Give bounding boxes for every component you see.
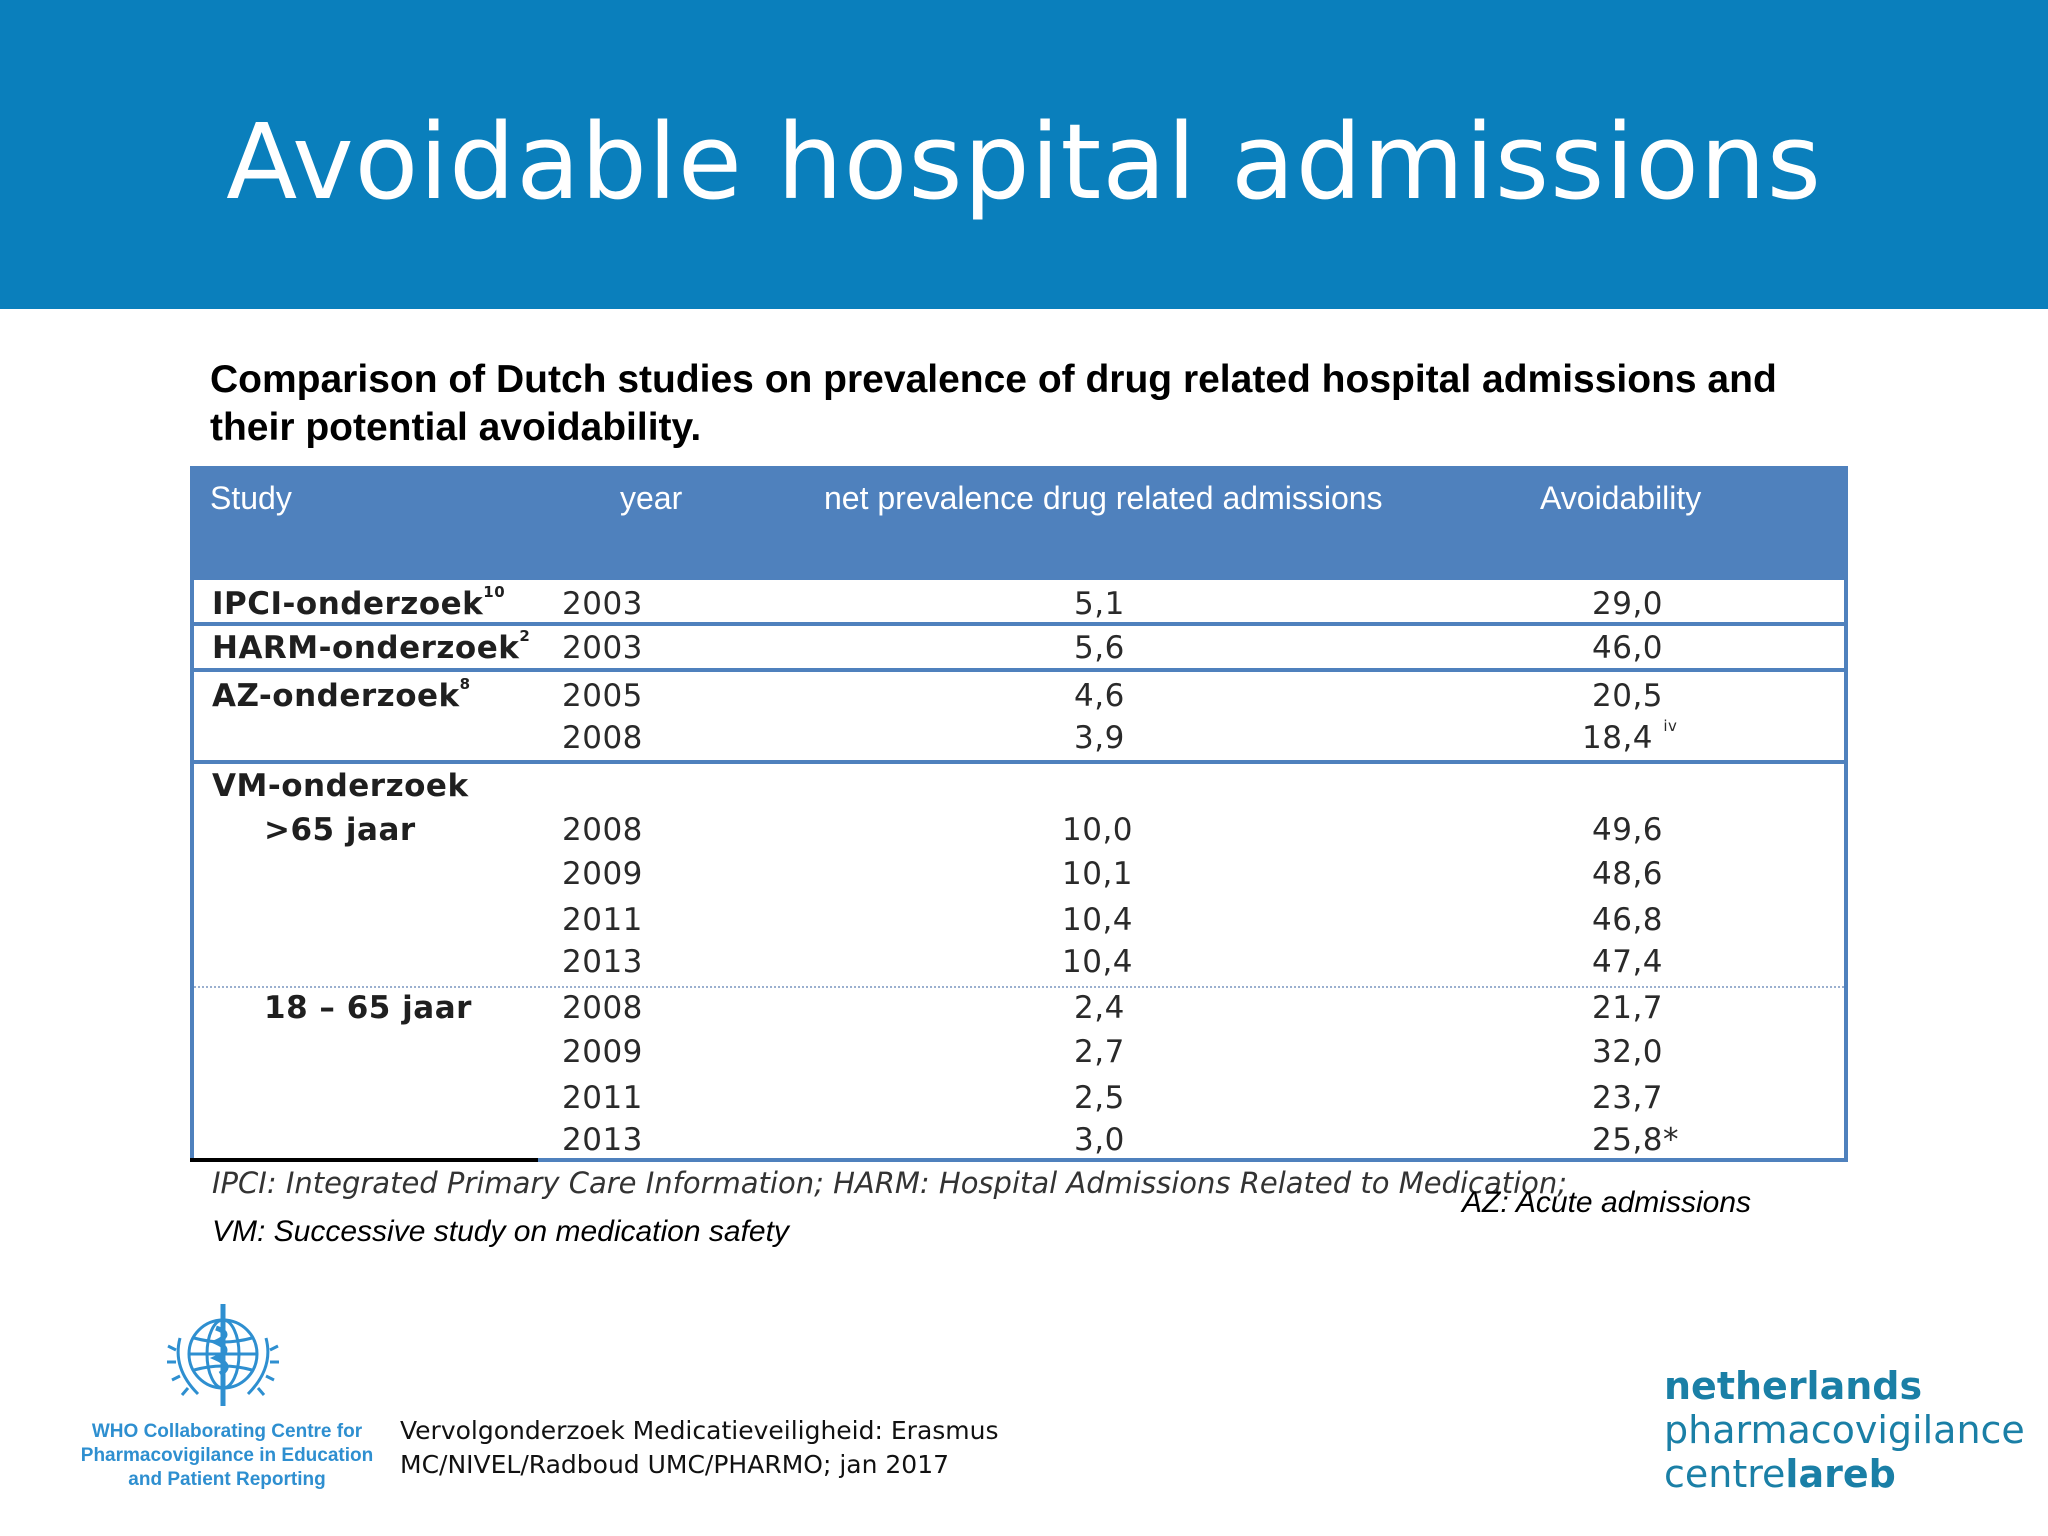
table-row-prevalence: 10,1 bbox=[1062, 856, 1134, 892]
who-centre-label: WHO Collaborating Centre for Pharmacovig… bbox=[80, 1421, 374, 1490]
table-row-year: 2008 bbox=[562, 812, 643, 848]
table-row-avoidability: 48,6 bbox=[1592, 856, 1664, 892]
table-row-year: 2011 bbox=[562, 1080, 643, 1116]
table-row-prevalence: 2,5 bbox=[1074, 1080, 1125, 1116]
table-row-prevalence: 4,6 bbox=[1074, 678, 1125, 714]
source-citation: Vervolgonderzoek Medicatieveiligheid: Er… bbox=[400, 1416, 999, 1479]
header-study: Study bbox=[210, 480, 292, 516]
table-row-year: 2009 bbox=[562, 1034, 643, 1070]
table-row-year: 2003 bbox=[562, 630, 643, 666]
table-row-year: 2013 bbox=[562, 944, 643, 980]
subgroup-divider bbox=[194, 986, 1844, 988]
table-row-year: 2005 bbox=[562, 678, 643, 714]
header-year: year bbox=[620, 480, 683, 516]
group-ipci: IPCI-onderzoek10 2003 5,1 29,0 bbox=[194, 576, 1844, 622]
table-caption: Comparison of Dutch studies on prevalenc… bbox=[210, 358, 1777, 449]
table-row-subgroup: >65 jaar bbox=[264, 812, 416, 848]
table-row-avoidability: 49,6 bbox=[1592, 812, 1664, 848]
table-row-avoidability: 29,0 bbox=[1592, 586, 1664, 622]
table-row-study: VM-onderzoek bbox=[212, 768, 469, 804]
table-row-avoidability: 46,0 bbox=[1592, 630, 1664, 666]
table-row-avoidability: 18,4 iv bbox=[1582, 716, 1678, 756]
table-row-prevalence: 3,9 bbox=[1074, 720, 1125, 756]
table-row-avoidability: 23,7 bbox=[1592, 1080, 1664, 1116]
title-band bbox=[0, 0, 2048, 309]
footnote-ipci-harm: IPCI: Integrated Primary Care Informatio… bbox=[212, 1166, 1568, 1200]
table-bottom-border bbox=[190, 1158, 1848, 1162]
header-prevalence: net prevalence drug related admissions bbox=[824, 480, 1383, 516]
table-row-avoidability: 47,4 bbox=[1592, 944, 1664, 980]
table-row-year: 2003 bbox=[562, 586, 643, 622]
table-row-avoidability: 21,7 bbox=[1592, 990, 1664, 1026]
table-row-avoidability: 25,8* bbox=[1592, 1122, 1680, 1158]
table-row-prevalence: 2,4 bbox=[1074, 990, 1125, 1026]
footnote-vm: VM: Successive study on medication safet… bbox=[212, 1215, 789, 1248]
table-row-avoidability: 20,5 bbox=[1592, 678, 1664, 714]
table-row-year: 2008 bbox=[562, 720, 643, 756]
table-row-prevalence: 10,0 bbox=[1062, 812, 1134, 848]
table-row-year: 2013 bbox=[562, 1122, 643, 1158]
table-bottom-border-accent bbox=[190, 1158, 538, 1162]
group-harm: HARM-onderzoek2 2003 5,6 46,0 bbox=[194, 622, 1844, 668]
table-row-avoidability: 32,0 bbox=[1592, 1034, 1664, 1070]
table-body: IPCI-onderzoek10 2003 5,1 29,0 HARM-onde… bbox=[190, 576, 1848, 1162]
table-row-study: HARM-onderzoek2 bbox=[212, 626, 531, 666]
table-row-prevalence: 5,1 bbox=[1074, 586, 1125, 622]
group-vm: VM-onderzoek >65 jaar 2008 10,0 49,6 200… bbox=[194, 760, 1844, 1162]
table-row-avoidability: 46,8 bbox=[1592, 902, 1664, 938]
table-row-prevalence: 10,4 bbox=[1062, 944, 1134, 980]
table-row-prevalence: 5,6 bbox=[1074, 630, 1125, 666]
group-az: AZ-onderzoek8 2005 4,6 20,5 2008 3,9 18,… bbox=[194, 668, 1844, 760]
table-row-study: AZ-onderzoek8 bbox=[212, 674, 471, 714]
table-row-subgroup: 18 – 65 jaar bbox=[264, 990, 472, 1026]
who-emblem-icon bbox=[167, 1304, 279, 1406]
table-row-year: 2008 bbox=[562, 990, 643, 1026]
slide-title: Avoidable hospital admissions bbox=[226, 101, 1822, 223]
table-row-study: IPCI-onderzoek10 bbox=[212, 582, 506, 622]
header-avoidability: Avoidability bbox=[1540, 480, 1702, 516]
footnote-az: AZ: Acute admissions bbox=[1462, 1186, 1751, 1219]
table-row-prevalence: 3,0 bbox=[1074, 1122, 1125, 1158]
table-row-year: 2011 bbox=[562, 902, 643, 938]
table-row-prevalence: 2,7 bbox=[1074, 1034, 1125, 1070]
lareb-logo: netherlands pharmacovigilance centrelare… bbox=[1664, 1364, 2025, 1496]
table-row-year: 2009 bbox=[562, 856, 643, 892]
table-row-prevalence: 10,4 bbox=[1062, 902, 1134, 938]
table-header: Study year net prevalence drug related a… bbox=[190, 466, 1848, 576]
